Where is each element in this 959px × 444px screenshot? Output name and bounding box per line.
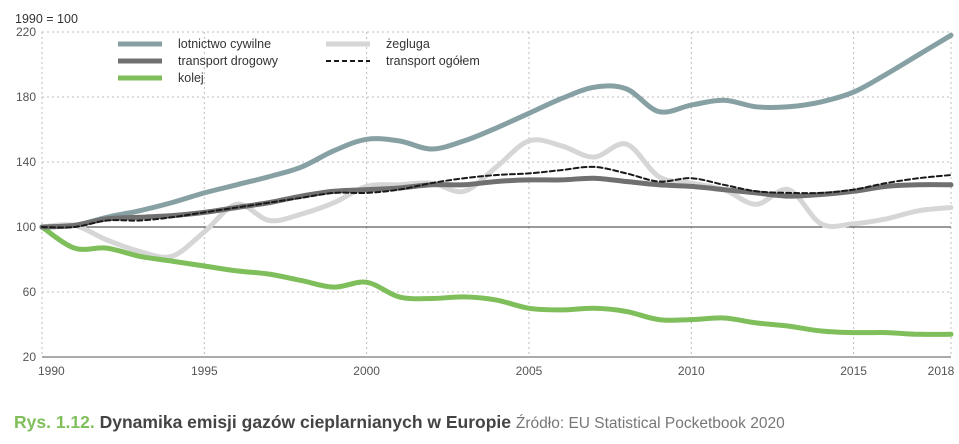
x-tick-label: 2018 xyxy=(928,364,955,378)
legend-label-2: kolej xyxy=(178,71,204,85)
x-tick-label: 2015 xyxy=(840,364,867,378)
series-line-2 xyxy=(39,224,954,337)
y-tick-label: 100 xyxy=(16,220,36,234)
series-line-4 xyxy=(41,165,952,229)
legend: lotnictwo cywilne transport drogowy kolej ż… xyxy=(118,37,480,85)
x-tick-label: 2000 xyxy=(353,364,380,378)
legend-label-4: transport ogółem xyxy=(386,54,480,68)
x-tick-label: 2010 xyxy=(678,364,705,378)
figure-number: Rys. 1.12. xyxy=(14,412,95,432)
unit-label: 1990 = 100 xyxy=(15,12,78,26)
x-tick-label: 1995 xyxy=(191,364,218,378)
figure-title: Dynamika emisji gazów cieplarnianych w E… xyxy=(99,412,512,432)
y-tick-label: 60 xyxy=(23,285,37,299)
axes: 20 60 100 140 180 220 1990 1995 2000 2005 2010 2015… xyxy=(16,25,955,378)
y-tick-label: 140 xyxy=(16,155,36,169)
series-line-0 xyxy=(39,32,954,230)
y-tick-label: 220 xyxy=(16,25,36,39)
x-tick-label: 1990 xyxy=(38,364,65,378)
x-tick-label: 2005 xyxy=(516,364,543,378)
figure-caption: Rys. 1.12. Dynamika emisji gazów cieplar… xyxy=(14,412,785,433)
y-tick-label: 180 xyxy=(16,90,36,104)
series-lines xyxy=(39,32,954,337)
legend-label-3: żegluga xyxy=(386,37,430,51)
y-tick-label: 20 xyxy=(23,350,37,364)
legend-label-0: lotnictwo cywilne xyxy=(178,37,271,51)
legend-label-1: transport drogowy xyxy=(178,54,279,68)
figure-source: Źródło: EU Statistical Pocketbook 2020 xyxy=(515,415,785,432)
